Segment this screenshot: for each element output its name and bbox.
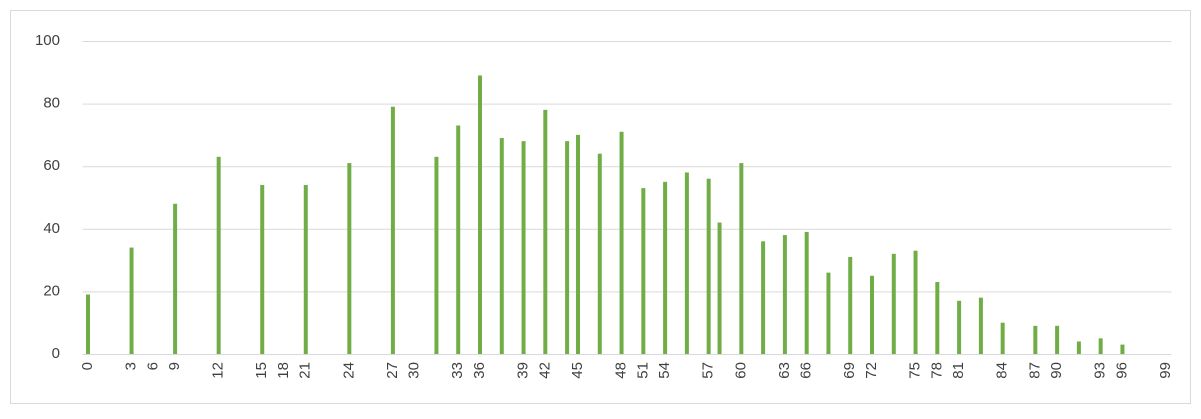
bar [390,106,395,354]
bar [1000,322,1005,354]
x-tick-label: 81 [950,362,967,379]
x-tick-label: 27 [384,362,401,379]
bar [663,181,668,354]
bar [1055,325,1060,354]
bar [739,163,744,354]
x-tick-label: 3 [123,362,140,370]
y-tick-label: 80 [43,95,60,112]
bar [826,272,831,354]
x-tick-label: 54 [656,362,673,379]
y-tick-label: 20 [43,282,60,299]
bar [543,109,548,354]
bar [761,241,766,354]
x-tick-label: 0 [79,362,96,370]
bar [86,294,90,354]
bar [1120,344,1125,354]
x-tick-label: 12 [210,362,227,379]
x-tick-label: 15 [253,362,270,379]
bar [717,222,722,354]
x-tick-label: 30 [406,362,423,379]
x-tick-label: 72 [863,362,880,379]
x-tick-label: 99 [1157,362,1174,379]
bar [870,275,874,354]
x-tick-label: 93 [1092,362,1109,379]
y-tick-label: 60 [43,157,60,174]
bar [216,156,221,354]
bar [478,75,482,355]
x-tick-label: 60 [732,362,749,379]
bar [619,131,624,354]
x-tick-label: 45 [569,362,586,379]
bar [260,184,265,354]
bar [576,134,580,354]
bar [684,172,689,354]
bar [804,231,809,354]
bar [1033,325,1038,354]
bar [521,141,526,354]
y-tick-label: 40 [43,220,60,237]
y-tick-label: 100 [35,32,60,49]
x-tick-label: 75 [907,362,924,379]
x-tick-label: 39 [515,362,532,379]
x-tick-label: 69 [841,362,858,379]
bar [456,125,461,354]
bar [706,178,711,354]
x-tick-label: 6 [144,362,161,370]
bar [891,253,896,354]
bar [347,163,352,354]
y-tick-label: 0 [52,345,60,362]
x-tick-label: 90 [1048,362,1065,379]
bar [434,156,439,354]
x-tick-label: 78 [928,362,945,379]
bar [782,235,787,354]
bar [848,256,853,354]
x-tick-label: 42 [536,362,553,379]
bar [957,300,962,354]
x-tick-label: 9 [166,362,183,370]
x-tick-label: 36 [471,362,488,379]
x-tick-label: 21 [297,362,314,379]
x-tick-label: 87 [1026,362,1043,379]
bar [913,250,918,354]
x-tick-label: 57 [700,362,717,379]
bar [978,297,983,354]
x-tick-label: 24 [340,362,357,379]
bar [129,247,134,354]
bar [565,141,570,354]
x-tick-label: 33 [449,362,466,379]
bar [935,282,940,354]
x-tick-label: 51 [634,362,651,379]
x-tick-label: 18 [275,362,292,379]
x-tick-label: 66 [798,362,815,379]
bar [499,138,504,354]
bar [173,203,178,354]
bar [303,184,308,354]
x-tick-label: 96 [1113,362,1130,379]
bar [1098,338,1103,354]
x-tick-label: 63 [776,362,793,379]
bar [641,188,646,354]
x-tick-label: 48 [613,362,630,379]
bar [1076,341,1081,354]
bar [597,153,602,354]
x-tick-label: 84 [994,362,1011,379]
